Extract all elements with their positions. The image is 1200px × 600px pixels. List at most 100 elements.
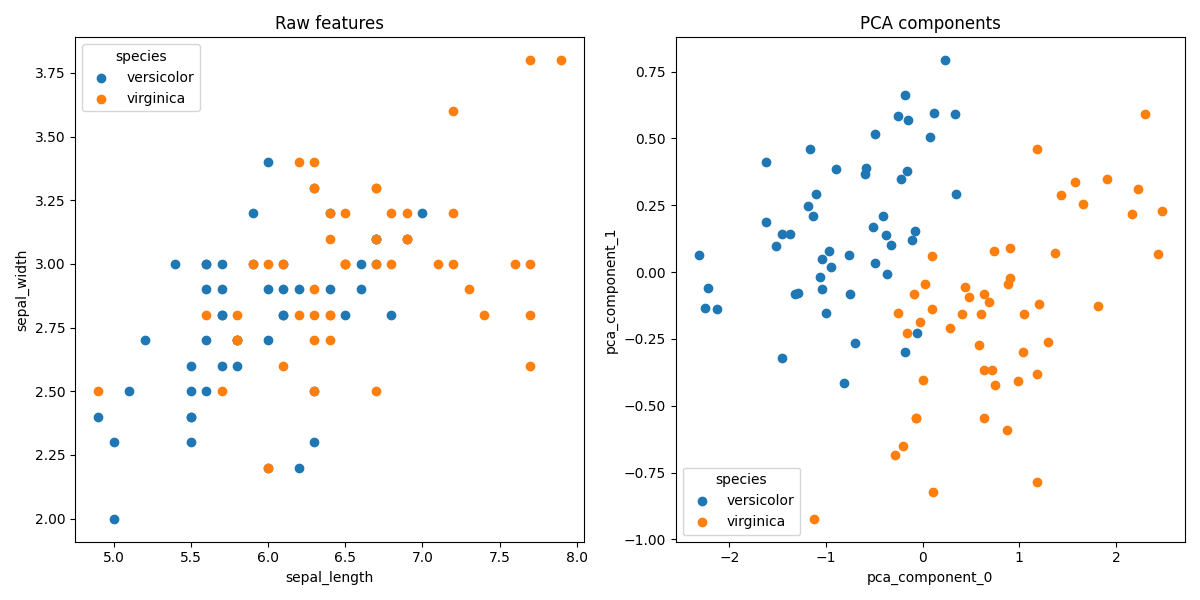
virginica [1128,185,1147,194]
versicolor [366,234,385,244]
virginica [1066,177,1085,187]
versicolor [181,437,200,447]
versicolor [889,112,908,121]
virginica [336,259,355,269]
virginica [305,157,324,167]
Legend: versicolor, virginica: versicolor, virginica [82,44,199,111]
versicolor [800,144,820,154]
virginica [974,413,994,422]
versicolor [350,284,370,294]
virginica [242,259,262,269]
virginica [1098,175,1117,184]
versicolor [866,129,886,139]
versicolor [197,259,216,269]
versicolor [902,236,922,245]
virginica [1027,369,1046,379]
virginica [397,234,416,244]
virginica [258,259,277,269]
versicolor [788,288,808,298]
versicolor [841,289,860,299]
virginica [1013,347,1032,356]
virginica [197,310,216,320]
versicolor [212,361,232,371]
virginica [336,208,355,218]
virginica [1088,301,1108,311]
virginica [1152,206,1171,216]
virginica [305,284,324,294]
versicolor [197,386,216,396]
Y-axis label: pca_component_1: pca_component_1 [604,226,618,353]
versicolor [820,246,839,256]
versicolor [228,335,247,345]
virginica [1052,191,1072,200]
virginica [505,259,524,269]
X-axis label: pca_component_0: pca_component_0 [868,571,994,585]
virginica [888,308,907,317]
versicolor [935,55,954,65]
virginica [1027,145,1046,154]
virginica [1000,244,1019,253]
versicolor [120,386,139,396]
versicolor [898,166,917,176]
versicolor [896,347,916,357]
virginica [997,425,1016,435]
versicolor [946,109,965,119]
versicolor [767,241,786,250]
versicolor [320,208,340,218]
virginica [521,55,540,65]
virginica [305,386,324,396]
virginica [985,380,1004,389]
virginica [922,304,941,314]
virginica [460,284,479,294]
versicolor [785,289,804,299]
virginica [552,55,571,65]
virginica [320,208,340,218]
versicolor [258,157,277,167]
versicolor [166,259,185,269]
virginica [941,323,960,332]
virginica [521,361,540,371]
versicolor [756,217,775,227]
versicolor [924,108,943,118]
virginica [998,280,1018,289]
virginica [305,310,324,320]
versicolor [920,132,940,142]
versicolor [134,335,154,345]
versicolor [907,328,926,337]
versicolor [947,190,966,199]
versicolor [258,463,277,473]
virginica [428,259,448,269]
virginica [953,309,972,319]
Title: Raw features: Raw features [275,15,384,33]
versicolor [305,437,324,447]
virginica [228,335,247,345]
versicolor [781,229,800,238]
virginica [336,259,355,269]
versicolor [274,310,293,320]
virginica [444,106,463,116]
versicolor [798,202,817,211]
versicolor [834,379,853,388]
versicolor [810,272,829,282]
virginica [916,279,935,289]
virginica [906,413,925,423]
virginica [382,259,401,269]
virginica [320,310,340,320]
virginica [1073,199,1092,209]
virginica [305,183,324,193]
versicolor [274,284,293,294]
Y-axis label: sepal_width: sepal_width [14,248,29,331]
versicolor [845,338,864,347]
virginica [397,208,416,218]
versicolor [772,353,791,363]
versicolor [242,208,262,218]
virginica [974,290,994,299]
versicolor [197,284,216,294]
virginica [985,247,1004,256]
virginica [382,208,401,218]
virginica [886,450,905,460]
virginica [1014,309,1033,319]
virginica [1027,477,1046,487]
virginica [320,234,340,244]
virginica [913,376,932,385]
